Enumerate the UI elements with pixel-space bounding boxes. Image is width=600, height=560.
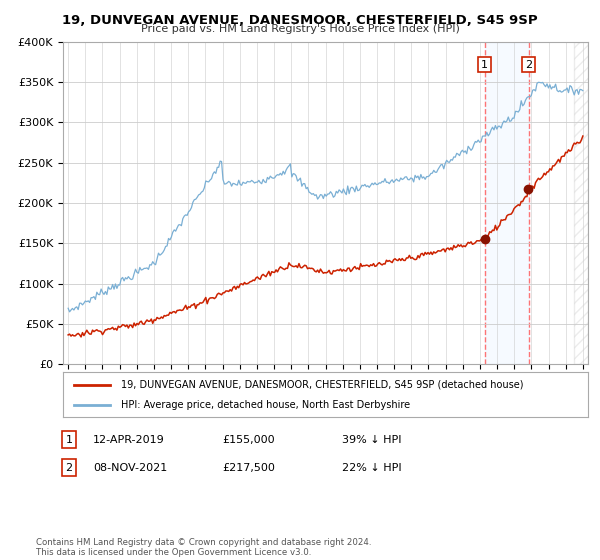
Bar	[485, 42, 529, 364]
Text: 39% ↓ HPI: 39% ↓ HPI	[342, 435, 401, 445]
Text: 12-APR-2019: 12-APR-2019	[93, 435, 165, 445]
Text: Contains HM Land Registry data © Crown copyright and database right 2024.
This d: Contains HM Land Registry data © Crown c…	[36, 538, 371, 557]
Text: HPI: Average price, detached house, North East Derbyshire: HPI: Average price, detached house, Nort…	[121, 400, 410, 410]
Text: 1: 1	[65, 435, 73, 445]
Text: 22% ↓ HPI: 22% ↓ HPI	[342, 463, 401, 473]
Text: 1: 1	[481, 59, 488, 69]
Text: £155,000: £155,000	[222, 435, 275, 445]
Text: 2: 2	[525, 59, 532, 69]
Text: Price paid vs. HM Land Registry's House Price Index (HPI): Price paid vs. HM Land Registry's House …	[140, 24, 460, 34]
Bar	[574, 42, 588, 364]
Text: 08-NOV-2021: 08-NOV-2021	[93, 463, 167, 473]
Text: 19, DUNVEGAN AVENUE, DANESMOOR, CHESTERFIELD, S45 9SP: 19, DUNVEGAN AVENUE, DANESMOOR, CHESTERF…	[62, 14, 538, 27]
Text: £217,500: £217,500	[222, 463, 275, 473]
Text: 2: 2	[65, 463, 73, 473]
Text: 19, DUNVEGAN AVENUE, DANESMOOR, CHESTERFIELD, S45 9SP (detached house): 19, DUNVEGAN AVENUE, DANESMOOR, CHESTERF…	[121, 380, 523, 390]
